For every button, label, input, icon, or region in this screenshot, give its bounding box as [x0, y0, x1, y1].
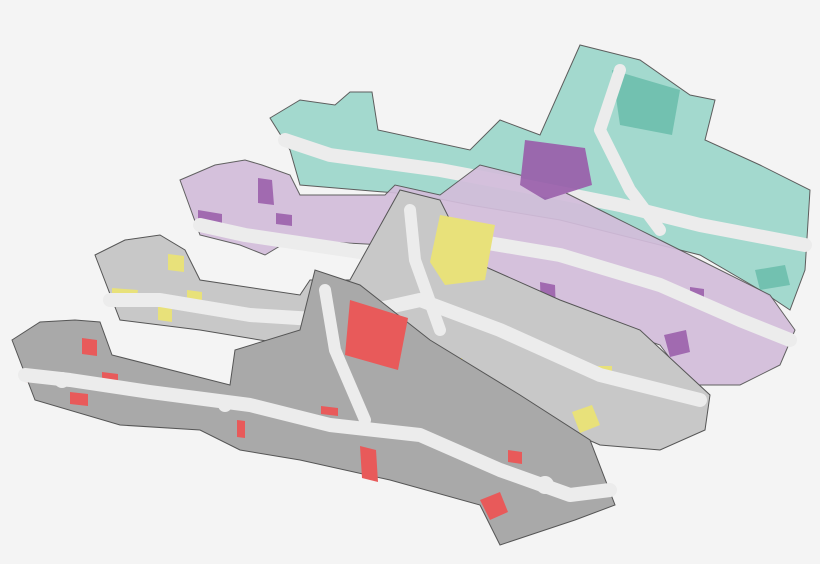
store	[755, 265, 790, 290]
store	[480, 492, 508, 520]
floor-plate	[11, 269, 616, 546]
floor-red	[11, 269, 617, 546]
anchor-store	[345, 300, 408, 370]
store	[321, 406, 338, 416]
anchor-store	[612, 70, 680, 135]
walkway	[594, 64, 666, 236]
store	[237, 420, 245, 438]
store	[70, 392, 88, 406]
store	[158, 306, 172, 322]
store	[664, 330, 690, 357]
anchor-store	[430, 215, 495, 285]
store	[276, 213, 292, 226]
anchor-store	[520, 140, 592, 200]
plaza	[536, 476, 554, 494]
walkway	[404, 204, 446, 336]
store	[258, 178, 274, 205]
store	[82, 338, 97, 356]
store	[360, 446, 378, 482]
walkway	[319, 284, 371, 426]
walkway	[193, 218, 797, 347]
plaza	[218, 398, 232, 412]
store	[572, 405, 600, 433]
store	[508, 450, 522, 464]
plaza	[54, 372, 70, 388]
store	[168, 254, 184, 272]
